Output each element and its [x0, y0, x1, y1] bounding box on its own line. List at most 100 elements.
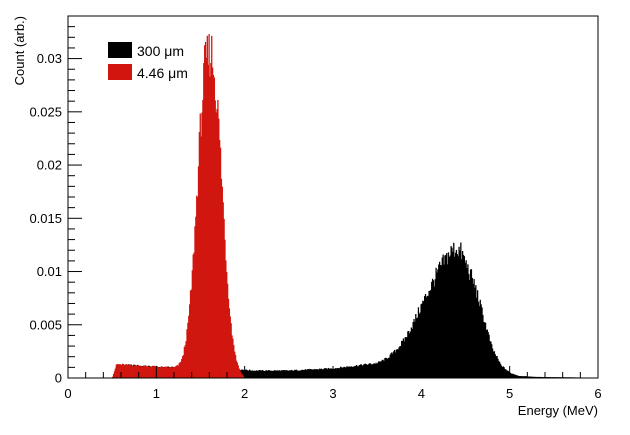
histogram-bin	[166, 367, 169, 378]
histogram-bin	[191, 270, 193, 378]
histogram-bin	[536, 376, 538, 378]
histogram-bin	[482, 314, 484, 378]
histogram-bin	[366, 364, 368, 378]
histogram-bin	[356, 366, 359, 378]
histogram-bin	[525, 376, 527, 378]
histogram-bin	[440, 265, 443, 378]
histogram-bin	[418, 313, 420, 378]
histogram-bin	[364, 363, 367, 378]
x-axis-title: Energy (MeV)	[518, 403, 598, 418]
histogram-bin	[492, 348, 494, 378]
histogram-bin	[318, 368, 321, 378]
histogram-bin	[490, 341, 492, 378]
histogram-bin	[352, 366, 354, 378]
histogram-bin	[441, 257, 443, 378]
histogram-bin	[215, 112, 217, 379]
histogram-bin	[189, 290, 192, 378]
histogram-bin	[138, 366, 140, 378]
histogram-bin	[330, 368, 332, 378]
histogram-bin	[274, 370, 276, 378]
histogram-bin	[175, 365, 178, 378]
histogram-bin	[183, 346, 185, 378]
histogram-bin	[302, 369, 304, 378]
histogram-bin	[346, 366, 348, 378]
histogram-bin	[276, 370, 278, 378]
x-tick-label: 3	[329, 386, 336, 401]
histogram-bin	[417, 307, 420, 378]
histogram-bin	[524, 376, 526, 378]
histogram-bin	[202, 99, 204, 378]
histogram-bin	[308, 368, 310, 378]
histogram-bin	[424, 293, 427, 378]
histogram-bin	[225, 260, 227, 378]
histogram-bin	[372, 363, 375, 378]
histogram-bin	[128, 365, 131, 378]
y-axis-title: Count (arb.)	[12, 16, 27, 85]
histogram-bin	[128, 364, 130, 378]
histogram-bin	[216, 109, 218, 378]
histogram-bin	[237, 365, 239, 378]
histogram-bin	[469, 269, 472, 378]
histogram-bin	[268, 370, 270, 378]
histogram-bin	[439, 264, 442, 378]
histogram-bin	[283, 370, 285, 378]
histogram-bin	[301, 369, 303, 378]
histogram-bin	[242, 369, 245, 378]
histogram-bin	[168, 366, 170, 378]
histogram-bin	[326, 369, 329, 378]
histogram-bin	[219, 139, 221, 378]
histogram-bin	[393, 351, 395, 378]
histogram-bin	[461, 250, 464, 378]
histogram-bin	[503, 367, 505, 378]
histogram-bin	[263, 370, 265, 378]
histogram-bin	[193, 252, 195, 378]
histogram-bin	[376, 363, 378, 378]
histogram-bin	[292, 370, 294, 378]
histogram-bin	[154, 366, 156, 378]
histogram-bin	[432, 280, 435, 378]
histogram-bin	[172, 366, 174, 378]
histogram-bin	[386, 358, 388, 378]
histogram-bin	[273, 370, 276, 378]
histogram-bin	[239, 370, 241, 378]
histogram-bin	[203, 63, 205, 379]
histogram-bin	[341, 367, 344, 378]
histogram-bin	[402, 338, 405, 378]
histogram-bin	[531, 376, 534, 378]
histogram-bin	[419, 312, 421, 378]
histogram-bin	[316, 369, 318, 378]
histogram-bin	[121, 364, 123, 378]
histogram-bin	[465, 260, 467, 378]
histogram-bin	[211, 35, 213, 378]
histogram-bin	[204, 41, 207, 379]
histogram-bin	[210, 63, 212, 379]
histogram-bin	[529, 376, 531, 378]
histogram-bin	[406, 337, 408, 378]
histogram-bin	[340, 366, 342, 378]
histogram-bin	[496, 355, 498, 378]
histogram-bin	[242, 369, 244, 378]
histogram-bin	[130, 365, 132, 378]
histogram-bin	[342, 367, 344, 378]
histogram-bin	[213, 77, 216, 378]
histogram-bin	[475, 285, 477, 378]
histogram-bin	[393, 349, 396, 378]
histogram-bin	[509, 372, 511, 378]
histogram-bin	[399, 346, 401, 378]
histogram-bin	[145, 366, 148, 378]
histogram-bin	[528, 376, 530, 378]
histogram-bin	[383, 361, 385, 378]
histogram-bin	[319, 368, 322, 378]
y-tick-label: 0.015	[29, 211, 62, 226]
y-tick-label: 0.025	[29, 104, 62, 119]
histogram-bin	[262, 370, 264, 378]
histogram-bin	[344, 367, 346, 378]
histogram-bin	[463, 256, 466, 378]
histogram-bin	[142, 366, 144, 378]
histogram-bin	[501, 367, 503, 378]
histogram-bin	[386, 358, 389, 378]
histogram-bin	[401, 340, 404, 378]
histogram-bin	[347, 366, 349, 378]
histogram-bin	[339, 367, 341, 378]
histogram-bin	[446, 264, 449, 378]
